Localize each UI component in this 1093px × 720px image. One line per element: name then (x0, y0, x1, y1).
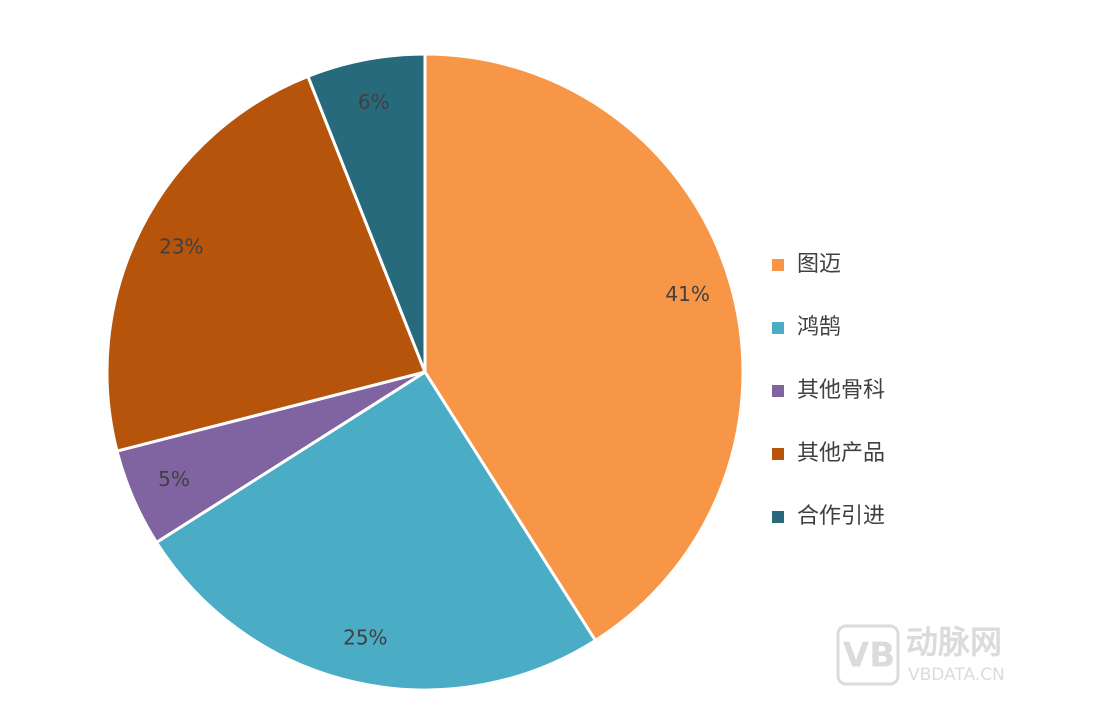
watermark-logo-text: VB (843, 636, 895, 676)
legend-swatch (772, 259, 784, 271)
pie-slice (305, 52, 427, 373)
watermark: VB 动脉网 VBDATA.CN (836, 623, 1005, 686)
data-label: 41% (665, 282, 709, 306)
legend-label: 其他产品 (797, 441, 885, 466)
legend-label: 图迈 (797, 252, 841, 277)
legend-label: 合作引进 (797, 504, 885, 529)
data-label: 23% (159, 234, 203, 258)
legend-label: 其他骨科 (797, 378, 885, 403)
pie-slice (423, 52, 745, 643)
legend-swatch (772, 511, 784, 523)
legend-swatch (772, 385, 784, 397)
pie-slice (105, 74, 428, 453)
watermark-brand: 动脉网 (906, 623, 1002, 661)
watermark-site: VBDATA.CN (908, 665, 1005, 685)
legend-label: 鸿鹄 (797, 315, 841, 340)
pie-slice (154, 369, 598, 692)
data-label: 6% (358, 90, 390, 114)
data-label: 25% (343, 625, 387, 649)
watermark-logo (836, 624, 900, 686)
data-label: 5% (158, 467, 190, 491)
legend-swatch (772, 448, 784, 460)
legend-swatch (772, 322, 784, 334)
